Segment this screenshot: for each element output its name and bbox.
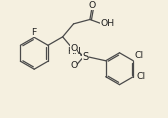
Text: HN: HN — [67, 47, 80, 56]
Text: O: O — [88, 1, 95, 10]
Text: Cl: Cl — [137, 72, 146, 81]
Text: O: O — [70, 44, 77, 53]
Text: F: F — [32, 28, 37, 37]
Text: OH: OH — [100, 19, 114, 28]
Text: O: O — [70, 61, 77, 70]
Text: S: S — [82, 52, 89, 62]
Text: Cl: Cl — [135, 51, 144, 60]
